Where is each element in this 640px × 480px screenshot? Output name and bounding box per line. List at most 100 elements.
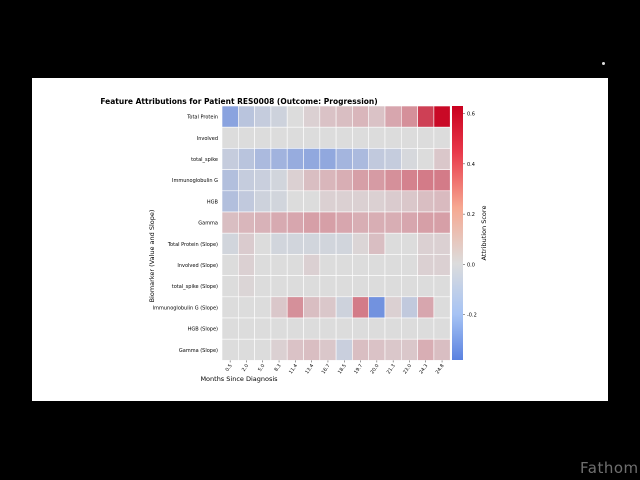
heatmap-cell <box>221 296 239 319</box>
x-tick-label: 20.0 <box>369 363 380 375</box>
heatmap-cell <box>335 190 353 213</box>
heatmap-cell <box>238 338 255 361</box>
heatmap-cell <box>400 211 418 234</box>
heatmap-cell <box>417 338 435 361</box>
heatmap-cell <box>221 190 239 213</box>
x-tick-label: 23.0 <box>402 363 413 375</box>
heatmap-cell <box>384 148 402 170</box>
heatmap-cell <box>254 254 272 276</box>
colorbar-tick-label: 0.0 <box>467 262 475 268</box>
heatmap-cell <box>303 190 321 213</box>
heatmap-cell <box>384 105 402 128</box>
heatmap-cell <box>319 190 337 213</box>
heatmap-cell <box>433 296 451 319</box>
colorbar-tick-label: -0.2 <box>467 313 477 319</box>
heatmap-cell <box>238 317 255 340</box>
heatmap-cell <box>238 105 255 128</box>
heatmap-cell <box>335 148 353 170</box>
heatmap-cell <box>319 296 337 319</box>
heatmap-cell <box>417 254 435 276</box>
heatmap-cell <box>433 275 451 298</box>
heatmap-cell <box>335 275 353 298</box>
heatmap-cell <box>368 254 386 276</box>
heatmap-cell <box>335 105 353 128</box>
heatmap-cell <box>384 296 402 319</box>
heatmap-cell <box>254 275 272 298</box>
y-tick-label: HGB (Slope) <box>188 327 218 333</box>
heatmap-cell <box>221 275 239 298</box>
heatmap-cell <box>254 211 272 234</box>
heatmap-cell <box>352 275 369 298</box>
x-tick-label: 24.3 <box>418 363 429 375</box>
heatmap-cell <box>384 317 402 340</box>
y-tick-label: Immunoglobulin G (Slope) <box>153 305 218 311</box>
heatmap-cell <box>352 190 369 213</box>
heatmap-cell <box>238 211 255 234</box>
heatmap-cell <box>303 148 321 170</box>
heatmap-cell <box>286 169 304 192</box>
heatmap-cell <box>319 232 337 255</box>
heatmap-cell <box>368 105 386 128</box>
heatmap-cell <box>319 338 337 361</box>
heatmap-cell <box>238 190 255 213</box>
heatmap-cell <box>221 338 239 361</box>
x-tick-label: 11.4 <box>288 363 299 375</box>
heatmap-cell <box>221 105 239 128</box>
heatmap-cell <box>352 338 369 361</box>
heatmap-cell <box>319 169 337 192</box>
heatmap-cell <box>270 317 288 340</box>
heatmap-cell <box>254 338 272 361</box>
colorbar-tick-label: 0.2 <box>467 212 475 218</box>
heatmap-cell <box>433 317 451 340</box>
heatmap-cell <box>319 126 337 149</box>
y-tick-label: total_spike (Slope) <box>172 284 218 290</box>
heatmap-cell <box>384 190 402 213</box>
heatmap-cell <box>352 169 369 192</box>
colorbar-tick-label: 0.6 <box>467 112 475 118</box>
heatmap-cell <box>433 190 451 213</box>
heatmap-cell <box>335 169 353 192</box>
heatmap-cell <box>286 275 304 298</box>
y-tick-label: total_spike <box>191 157 218 163</box>
heatmap-cell <box>254 190 272 213</box>
heatmap-cell <box>400 190 418 213</box>
heatmap-cell <box>286 254 304 276</box>
heatmap-cell <box>433 126 451 149</box>
heatmap-cell <box>433 105 451 128</box>
heatmap-cell <box>270 338 288 361</box>
heatmap-cell <box>352 126 369 149</box>
chart-title: Feature Attributions for Patient RES0008… <box>100 97 377 106</box>
heatmap-cell <box>417 296 435 319</box>
heatmap-cell <box>303 317 321 340</box>
x-tick-label: 13.4 <box>304 363 315 375</box>
heatmap-cell <box>368 148 386 170</box>
heatmap-cell <box>433 211 451 234</box>
colorbar-label: Attribution Score <box>480 206 488 261</box>
heatmap-cell <box>238 254 255 276</box>
heatmap-cell <box>400 148 418 170</box>
heatmap-cell <box>368 232 386 255</box>
heatmap-cell <box>417 232 435 255</box>
heatmap-cell <box>417 148 435 170</box>
heatmap-cell <box>335 317 353 340</box>
heatmap-cell <box>303 254 321 276</box>
heatmap-cell <box>384 232 402 255</box>
x-tick-label: 18.5 <box>337 363 348 375</box>
heatmap-cell <box>270 148 288 170</box>
x-tick-label: 2.0 <box>241 363 250 373</box>
heatmap-cell <box>303 296 321 319</box>
heatmap-cell <box>286 148 304 170</box>
heatmap-cell <box>368 126 386 149</box>
heatmap-cell <box>368 169 386 192</box>
heatmap-cell <box>368 296 386 319</box>
heatmap-cell <box>286 105 304 128</box>
heatmap-cell <box>400 317 418 340</box>
heatmap-cell <box>254 148 272 170</box>
heatmap-cell <box>221 254 239 276</box>
x-tick-label: 5.0 <box>257 363 266 373</box>
heatmap-cell <box>319 148 337 170</box>
heatmap-cell <box>286 126 304 149</box>
heatmap-cell <box>400 232 418 255</box>
heatmap-cell <box>270 190 288 213</box>
heatmap-cell <box>417 190 435 213</box>
